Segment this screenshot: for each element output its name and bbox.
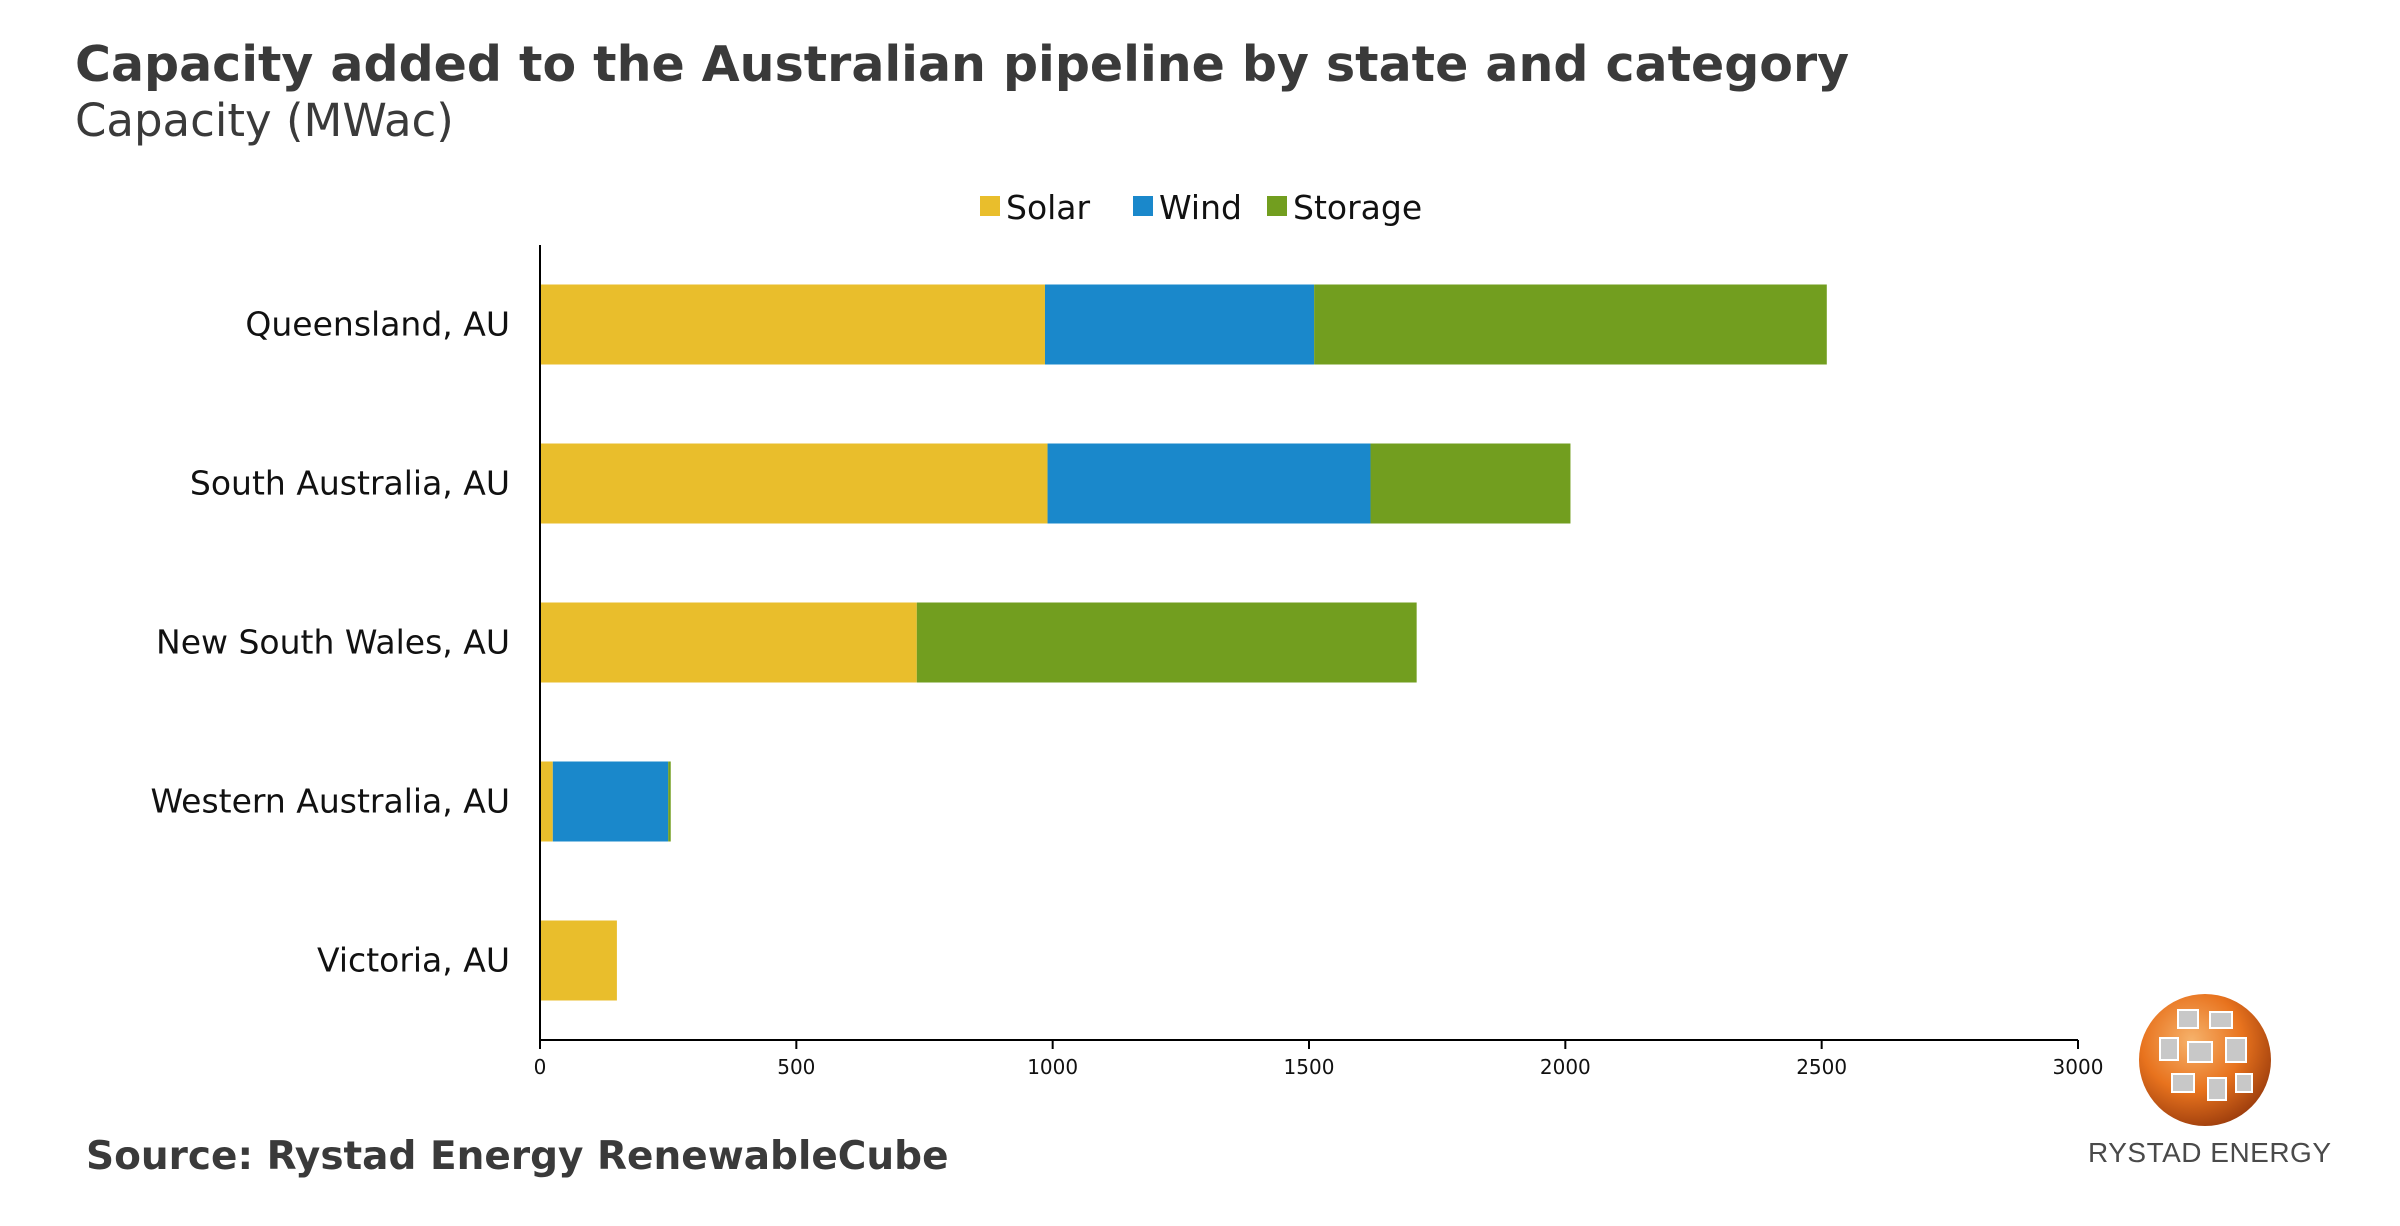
globe-grid-icon: [2159, 1009, 2253, 1101]
bar-solar-3: [540, 602, 917, 683]
chart-subtitle: Capacity (MWac): [75, 94, 454, 147]
chart-title: Capacity added to the Australian pipelin…: [75, 36, 1850, 93]
legend-label-solar: Solar: [1006, 188, 1091, 227]
x-tick-label: 1000: [1027, 1055, 1078, 1079]
legend-label-storage: Storage: [1293, 188, 1422, 227]
category-label: Queensland, AU: [245, 305, 510, 344]
x-tick-label: 3000: [2053, 1055, 2104, 1079]
category-label: South Australia, AU: [190, 464, 510, 503]
legend-swatch-solar: [980, 196, 1000, 216]
x-tick-label: 500: [777, 1055, 815, 1079]
brand-wordmark: RYSTAD ENERGY: [2088, 1137, 2332, 1168]
bar-storage-4: [668, 761, 671, 842]
bars: [540, 284, 1827, 1001]
category-label: Western Australia, AU: [150, 782, 510, 821]
bar-solar-5: [540, 920, 617, 1001]
bar-solar-1: [540, 284, 1045, 365]
x-tick-label: 2000: [1540, 1055, 1591, 1079]
legend-swatch-storage: [1267, 196, 1287, 216]
legend-label-wind: Wind: [1159, 188, 1242, 227]
bar-storage-1: [1314, 284, 1827, 365]
x-tick-label: 2500: [1796, 1055, 1847, 1079]
bar-solar-4: [540, 761, 553, 842]
source-note: Source: Rystad Energy RenewableCube: [86, 1134, 949, 1179]
x-tick-label: 1500: [1284, 1055, 1335, 1079]
bar-wind-1: [1044, 284, 1315, 365]
bar-storage-2: [1370, 443, 1571, 524]
legend: Solar Wind Storage: [980, 188, 1422, 227]
bar-solar-2: [540, 443, 1048, 524]
rystad-logo: [2139, 994, 2271, 1126]
legend-swatch-wind: [1133, 196, 1153, 216]
category-label: Victoria, AU: [317, 941, 510, 980]
axes: Queensland, AU South Australia, AU New Sou…: [150, 245, 2103, 1079]
bar-storage-3: [916, 602, 1417, 683]
bar-wind-2: [1047, 443, 1371, 524]
category-label: New South Wales, AU: [156, 623, 510, 662]
bar-wind-4: [552, 761, 669, 842]
x-tick-label: 0: [534, 1055, 547, 1079]
